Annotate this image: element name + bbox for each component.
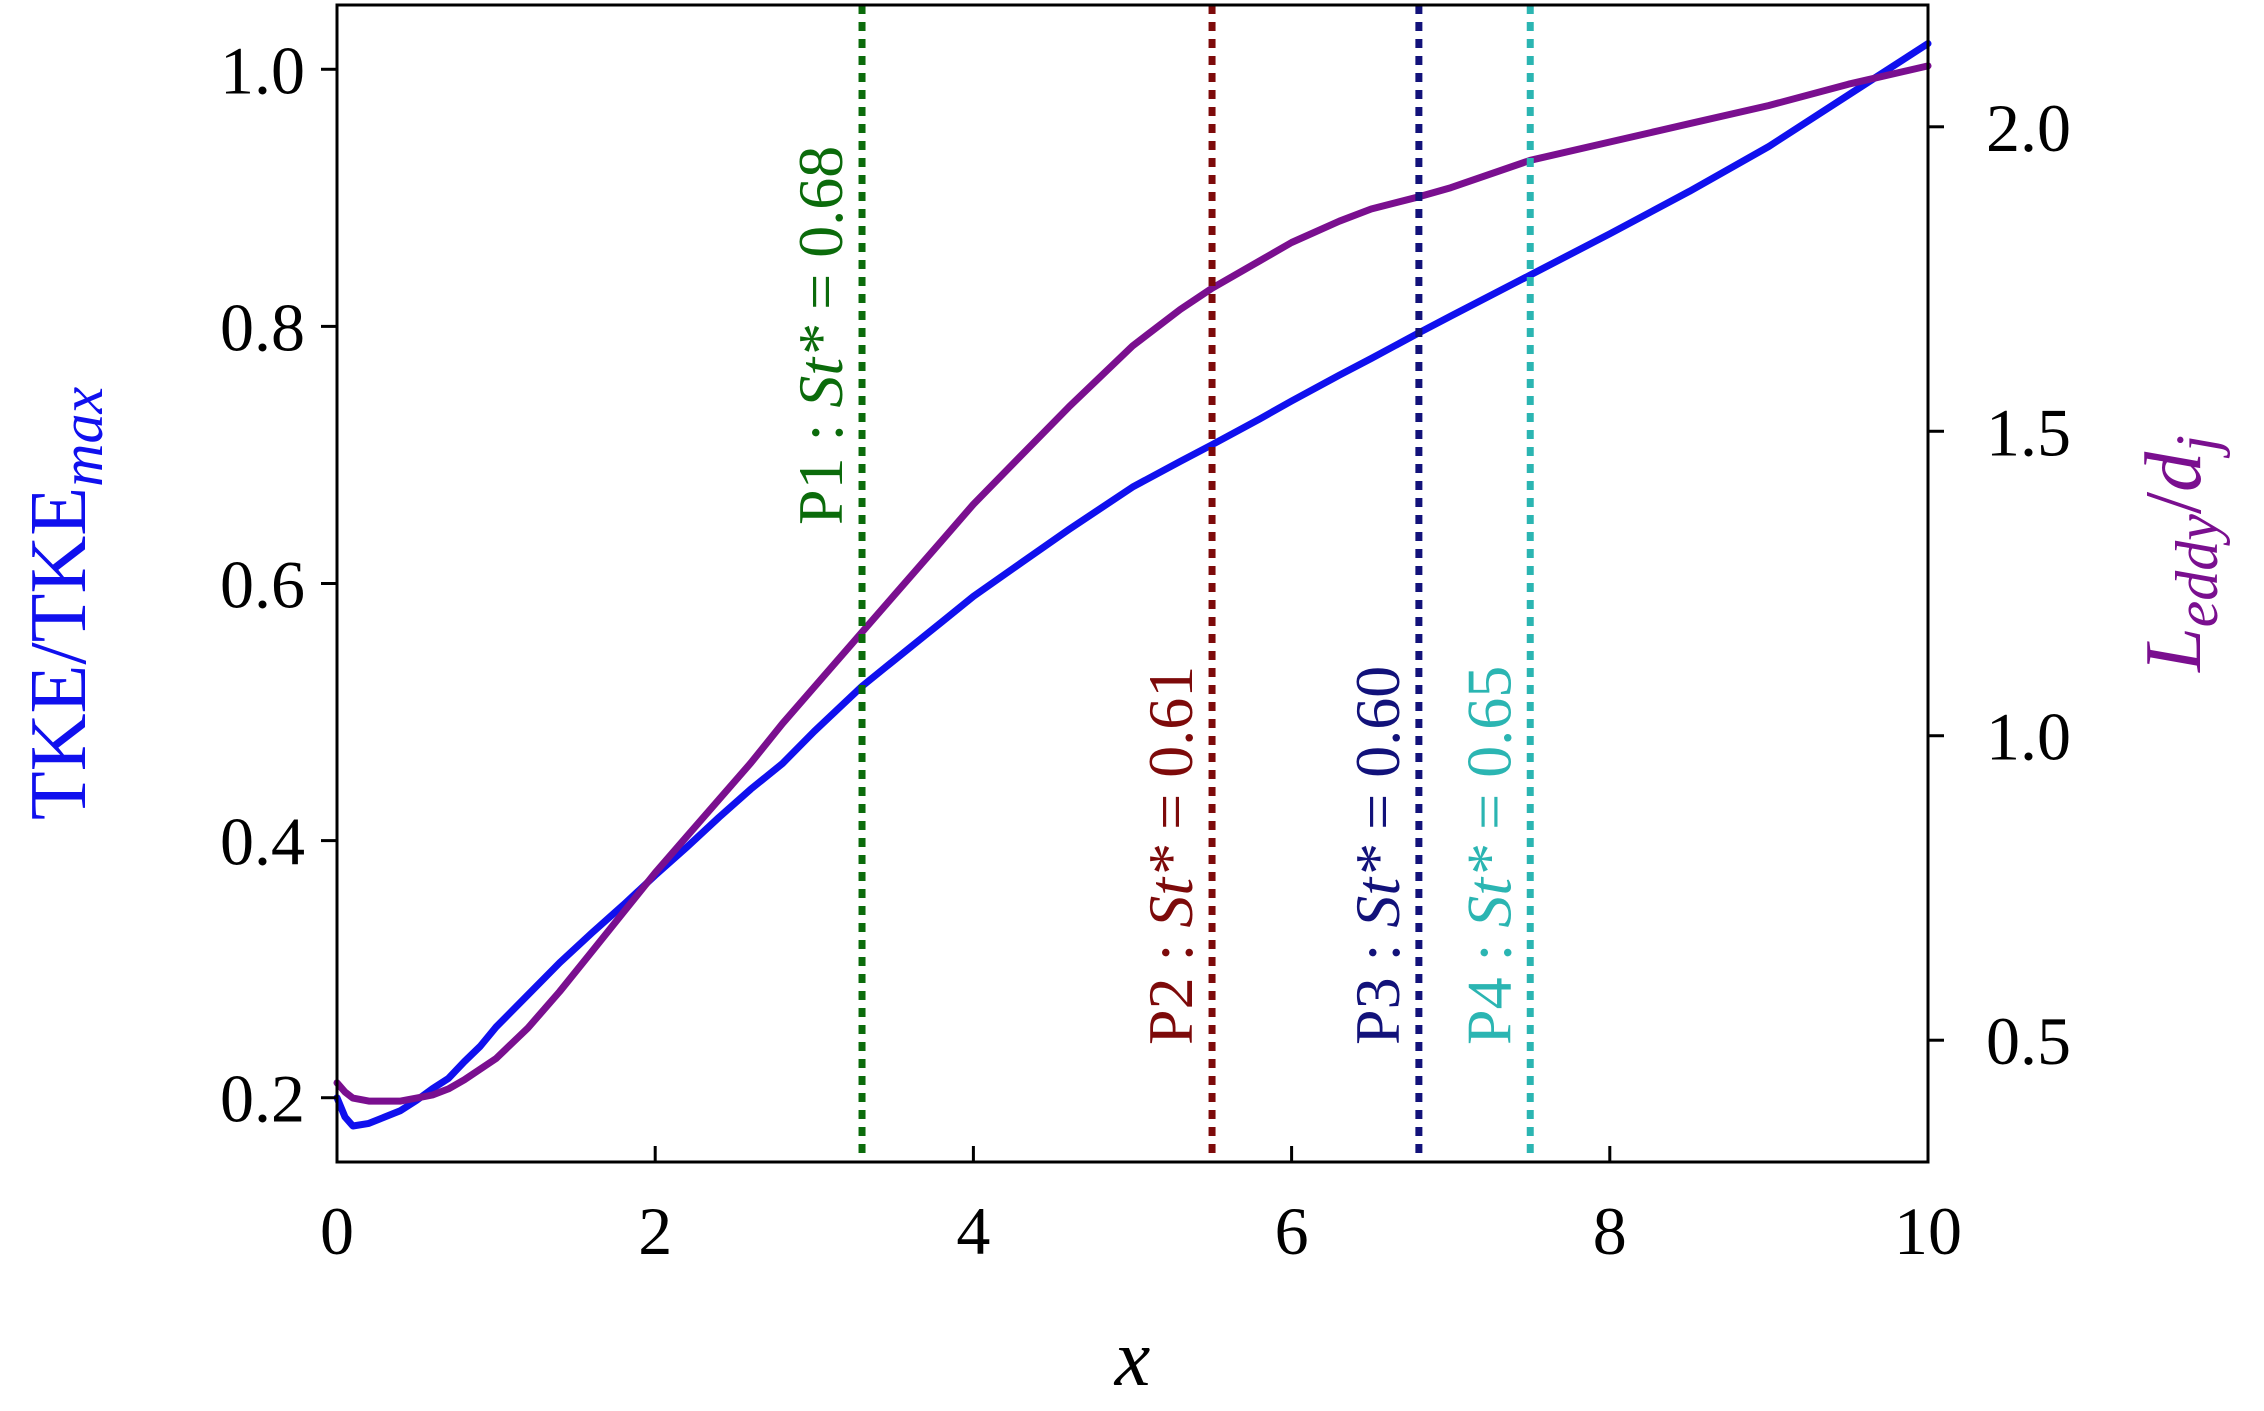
x-tick-label: 0 — [320, 1193, 354, 1269]
x-axis-title: x — [1114, 1315, 1151, 1403]
x-tick-label: 10 — [1894, 1193, 1962, 1269]
series-layer — [333, 40, 1932, 1130]
y-right-tick-label: 0.5 — [1986, 1003, 2071, 1079]
y-left-tick-label: 1.0 — [220, 32, 305, 108]
y-left-axis-title: TKE/TKEmax — [15, 387, 115, 821]
y-right-tick-label: 2.0 — [1986, 90, 2071, 166]
series-line-eddy-length — [333, 62, 1932, 1105]
vline-label-p3: P3 : St* = 0.60 — [1342, 666, 1413, 1045]
x-tick-label: 8 — [1593, 1193, 1627, 1269]
y-right-tick-label: 1.0 — [1986, 699, 2071, 775]
x-tick-label: 6 — [1275, 1193, 1309, 1269]
series-line-tke — [333, 40, 1932, 1130]
y-left-tick-label: 0.4 — [220, 804, 305, 880]
y-left-tick-label: 0.6 — [220, 547, 305, 623]
x-tick-label: 4 — [956, 1193, 990, 1269]
y-left-tick-label: 0.8 — [220, 289, 305, 365]
y-left-tick-label: 0.2 — [220, 1061, 305, 1137]
plot-frame — [335, 3, 1930, 1164]
vline-label-p2: P2 : St* = 0.61 — [1135, 666, 1206, 1045]
axes-layer: 0 2 4 6 8 10 0.2 0.4 0.6 0.8 1.0 0.5 1.0 1.5 2.0 — [220, 3, 2071, 1269]
y-right-tick-label: 1.5 — [1986, 394, 2071, 470]
label-layer: P1 : St* = 0.68 P2 : St* = 0.61 P3 : St* =… — [15, 146, 2230, 1403]
x-tick-label: 2 — [638, 1193, 672, 1269]
y-right-axis-title: Leddy/dj — [2130, 435, 2230, 673]
vline-label-p4: P4 : St* = 0.65 — [1453, 666, 1524, 1045]
vline-layer — [858, 5, 1534, 1162]
vline-label-p1: P1 : St* = 0.68 — [785, 146, 856, 525]
